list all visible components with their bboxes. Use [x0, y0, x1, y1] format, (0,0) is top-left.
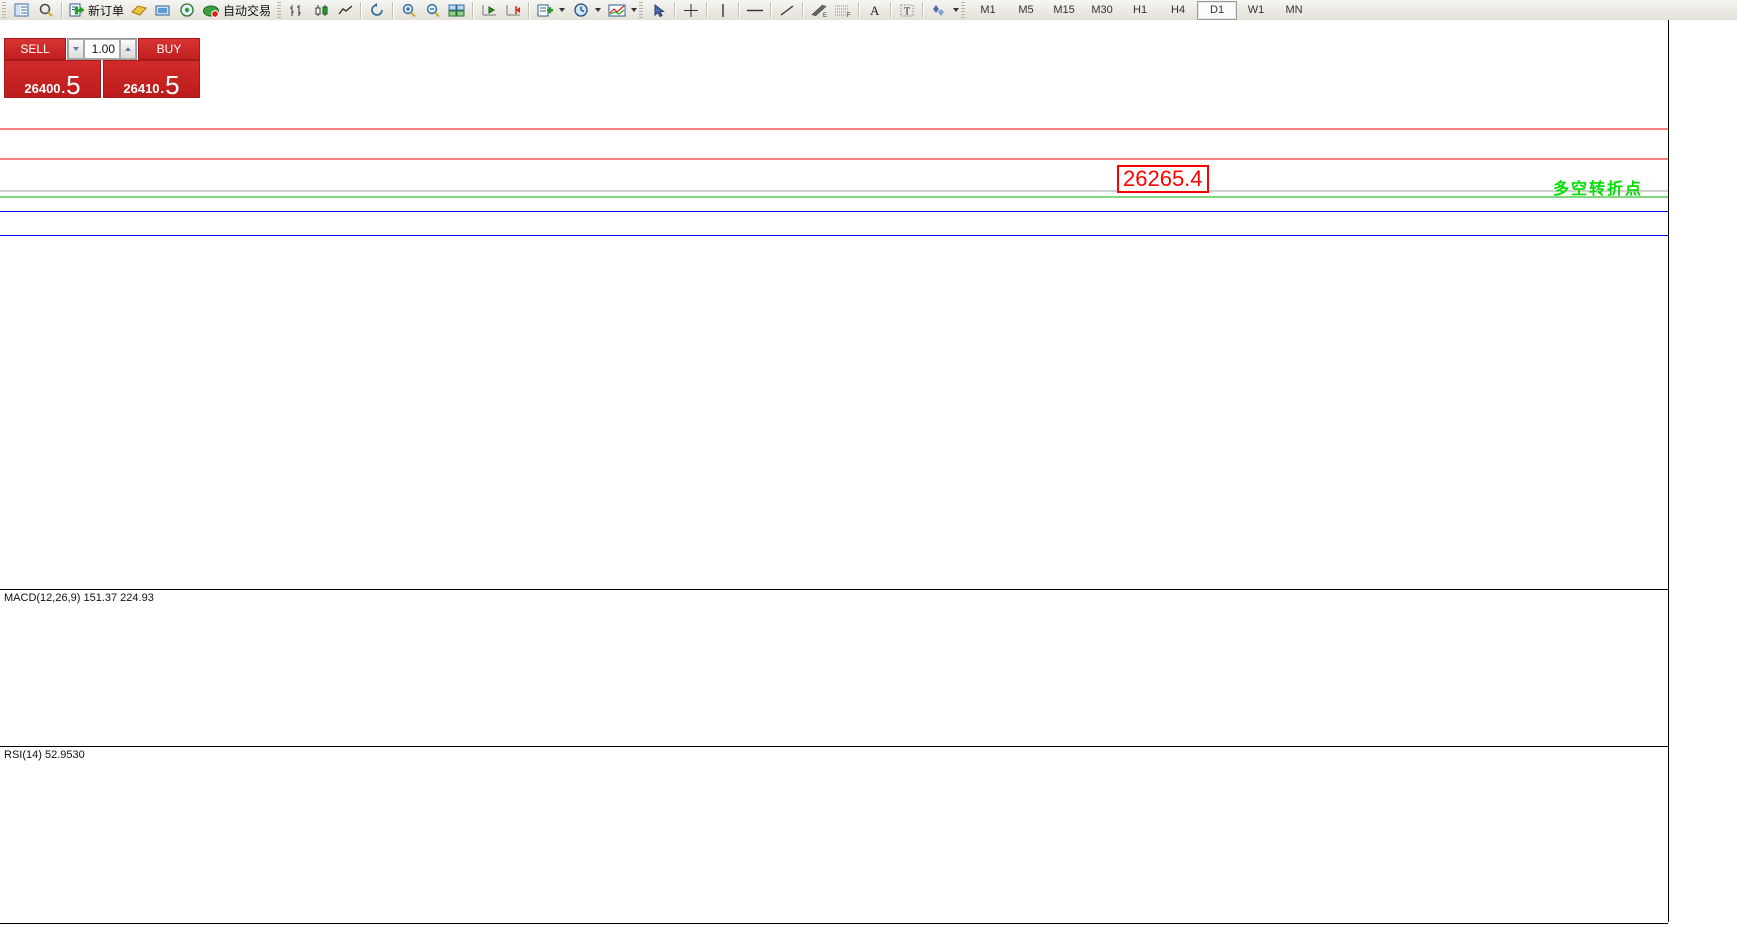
shift-end-icon[interactable] — [477, 1, 501, 19]
svg-text:E: E — [823, 13, 827, 18]
text-label-icon[interactable]: A — [863, 1, 887, 19]
shapes-dropdown-caret[interactable] — [953, 8, 960, 12]
auto-trading-label: 自动交易 — [223, 3, 272, 18]
sell-price-decimal: 5 — [66, 69, 81, 100]
indicators-icon[interactable] — [605, 1, 629, 19]
main-toolbar: 新订单 自动交易 — [0, 0, 1737, 21]
auto-trading-toggle[interactable] — [199, 1, 223, 19]
timeframe-m30[interactable]: M30 — [1091, 4, 1113, 16]
toolbar-separator-9 — [770, 2, 773, 18]
toolbar-separator-5 — [528, 2, 531, 18]
indicators-dropdown-caret[interactable] — [631, 8, 638, 12]
equidistant-channel-icon[interactable]: E — [807, 1, 831, 19]
timeframe-m15[interactable]: M15 — [1053, 4, 1075, 16]
rsi-label: RSI(14) 52.9530 — [4, 749, 85, 761]
one-click-trading-panel: SELL 1.00 BUY 26400 . 5 26410 . 5 — [4, 38, 200, 98]
price-annotation-box[interactable]: 26265.4 — [1117, 165, 1209, 193]
terminal-icon[interactable] — [151, 1, 175, 19]
fibonacci-icon[interactable]: F — [831, 1, 855, 19]
buy-price-box[interactable]: 26410 . 5 — [103, 60, 200, 98]
svg-text:A: A — [870, 3, 880, 18]
toolbar-grip-3[interactable] — [639, 2, 644, 18]
signals-icon[interactable] — [175, 1, 199, 19]
refresh-icon[interactable] — [365, 1, 389, 19]
toolbar-grip-2[interactable] — [277, 2, 282, 18]
toolbar-separator — [61, 2, 63, 18]
toolbar-separator-13 — [922, 2, 925, 18]
trade-prices-row: 26400 . 5 26410 . 5 — [4, 60, 200, 98]
timeframe-w1[interactable]: W1 — [1247, 4, 1265, 16]
autoscroll-icon[interactable] — [501, 1, 525, 19]
date-axis — [0, 923, 1668, 943]
toolbar-separator-11 — [858, 2, 861, 18]
sell-price-box[interactable]: 26400 . 5 — [4, 60, 101, 98]
text-icon[interactable]: T — [895, 1, 919, 19]
crosshair-icon[interactable] — [679, 1, 703, 19]
toolbar-separator-10 — [802, 2, 805, 18]
line-chart-icon[interactable] — [333, 1, 357, 19]
timeframe-h1[interactable]: H1 — [1133, 4, 1148, 16]
toolbar-separator-8 — [738, 2, 741, 18]
trade-controls-row: SELL 1.00 BUY — [4, 38, 200, 60]
trendline-icon[interactable] — [775, 1, 799, 19]
chevron-up-icon — [125, 47, 131, 51]
buy-price-separator: . — [160, 81, 165, 96]
cursor-icon[interactable] — [647, 1, 671, 19]
market-watch-icon[interactable] — [10, 1, 34, 19]
period-icon[interactable] — [569, 1, 593, 19]
macd-chart-svg[interactable] — [0, 590, 1668, 747]
period-dropdown-caret[interactable] — [595, 8, 602, 12]
sell-price-separator: . — [61, 81, 66, 96]
timeframe-m5[interactable]: M5 — [1018, 4, 1034, 16]
shapes-icon[interactable] — [927, 1, 951, 19]
macd-label: MACD(12,26,9) 151.37 224.93 — [4, 592, 154, 604]
toolbar-separator-2 — [360, 2, 363, 18]
svg-text:T: T — [904, 6, 910, 17]
vertical-line-icon[interactable] — [711, 1, 735, 19]
timeframe-d1[interactable]: D1 — [1197, 0, 1238, 20]
rsi-chart-svg[interactable] — [0, 747, 1668, 923]
templates-icon[interactable] — [533, 1, 557, 19]
chevron-down-icon — [73, 47, 79, 51]
horizontal-line-icon[interactable] — [743, 1, 767, 19]
sell-price-integer: 26400 — [24, 81, 61, 96]
sell-button[interactable]: SELL — [4, 38, 66, 60]
zoom-out-icon[interactable] — [421, 1, 445, 19]
timeframe-m1[interactable]: M1 — [980, 4, 996, 16]
templates-dropdown-caret[interactable] — [559, 8, 566, 12]
volume-stepper[interactable]: 1.00 — [67, 38, 137, 60]
candlestick-chart-icon[interactable] — [309, 1, 333, 19]
timeframe-h4[interactable]: H4 — [1171, 4, 1186, 16]
toolbar-grip-4[interactable] — [961, 2, 966, 18]
volume-decrease-button[interactable] — [68, 39, 84, 59]
macd-pane: MACD(12,26,9) 151.37 224.93 — [0, 589, 1668, 747]
price-chart-svg[interactable] — [0, 20, 1668, 588]
data-window-icon[interactable] — [34, 1, 58, 19]
tile-windows-icon[interactable] — [445, 1, 469, 19]
toolbar-separator-12 — [890, 2, 893, 18]
buy-price-decimal: 5 — [165, 69, 180, 100]
toolbar-grip[interactable] — [2, 2, 6, 18]
zoom-in-icon[interactable] — [397, 1, 421, 19]
toolbar-separator-7 — [706, 2, 709, 18]
svg-text:F: F — [847, 13, 851, 18]
buy-price-integer: 26410 — [123, 81, 160, 96]
timeframe-group: M1 M5 M15 M30 H1 H4 D1 W1 MN — [969, 0, 1313, 20]
bar-chart-icon[interactable] — [285, 1, 309, 19]
rsi-pane: RSI(14) 52.9530 — [0, 746, 1668, 923]
toolbar-separator-6 — [674, 2, 677, 18]
new-order-button[interactable]: 新订单 — [66, 1, 127, 19]
buy-button[interactable]: BUY — [138, 38, 200, 60]
expert-advisor-icon[interactable] — [127, 1, 151, 19]
price-pane — [0, 20, 1668, 588]
toolbar-separator-4 — [472, 2, 475, 18]
toolbar-separator-3 — [392, 2, 395, 18]
volume-increase-button[interactable] — [120, 39, 136, 59]
timeframe-mn[interactable]: MN — [1285, 4, 1303, 16]
turning-point-annotation[interactable]: 多空转折点 — [1553, 181, 1644, 198]
new-order-label: 新订单 — [88, 3, 125, 18]
volume-input[interactable]: 1.00 — [84, 39, 120, 59]
price-scale[interactable] — [1668, 20, 1737, 922]
